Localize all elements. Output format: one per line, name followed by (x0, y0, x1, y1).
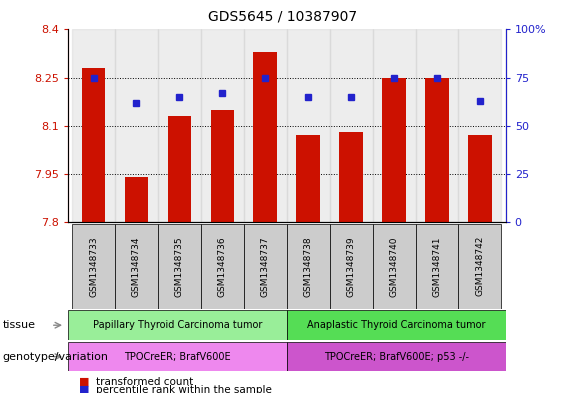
Bar (68, 310, 287, 340)
Text: Anaplastic Thyroid Carcinoma tumor: Anaplastic Thyroid Carcinoma tumor (307, 320, 485, 330)
Bar (254, 52, 277, 222)
Bar (329, 29, 372, 222)
Text: ■: ■ (79, 377, 90, 387)
Text: GSM1348738: GSM1348738 (304, 236, 312, 297)
Bar (72, 29, 115, 222)
Text: Papillary Thyroid Carcinoma tumor: Papillary Thyroid Carcinoma tumor (93, 320, 262, 330)
Bar (287, 224, 329, 309)
Bar (287, 29, 329, 222)
Bar (201, 224, 244, 309)
Bar (372, 224, 415, 309)
Text: transformed count: transformed count (96, 377, 193, 387)
Text: genotype/variation: genotype/variation (3, 352, 109, 362)
Bar (415, 224, 458, 309)
Text: GSM1348740: GSM1348740 (389, 236, 398, 296)
Bar (287, 342, 506, 371)
Text: percentile rank within the sample: percentile rank within the sample (96, 385, 272, 393)
Text: GSM1348736: GSM1348736 (218, 236, 227, 297)
Bar (372, 29, 415, 222)
Text: GSM1348734: GSM1348734 (132, 236, 141, 296)
Text: GSM1348735: GSM1348735 (175, 236, 184, 297)
Text: GSM1348739: GSM1348739 (347, 236, 355, 297)
Text: GSM1348737: GSM1348737 (261, 236, 270, 297)
Bar (158, 29, 201, 222)
Bar (115, 29, 158, 222)
Text: GSM1348741: GSM1348741 (432, 236, 441, 296)
Bar (115, 224, 158, 309)
Bar (244, 224, 287, 309)
Bar (468, 135, 492, 222)
Bar (458, 29, 501, 222)
Bar (168, 116, 191, 222)
Text: GSM1348733: GSM1348733 (89, 236, 98, 297)
Bar (297, 135, 320, 222)
Text: TPOCreER; BrafV600E: TPOCreER; BrafV600E (124, 352, 231, 362)
Text: GDS5645 / 10387907: GDS5645 / 10387907 (208, 10, 357, 24)
Bar (68, 342, 287, 371)
Bar (287, 310, 506, 340)
Bar (329, 224, 372, 309)
Text: tissue: tissue (3, 320, 36, 330)
Text: GSM1348742: GSM1348742 (475, 236, 484, 296)
Bar (458, 224, 501, 309)
Bar (211, 110, 234, 222)
Bar (340, 132, 363, 222)
Bar (158, 224, 201, 309)
Bar (244, 29, 287, 222)
Bar (383, 78, 406, 222)
Text: ■: ■ (79, 385, 90, 393)
Bar (415, 29, 458, 222)
Bar (125, 177, 148, 222)
Bar (82, 68, 105, 222)
Bar (72, 224, 115, 309)
Text: TPOCreER; BrafV600E; p53 -/-: TPOCreER; BrafV600E; p53 -/- (324, 352, 469, 362)
Bar (201, 29, 244, 222)
Bar (425, 78, 449, 222)
